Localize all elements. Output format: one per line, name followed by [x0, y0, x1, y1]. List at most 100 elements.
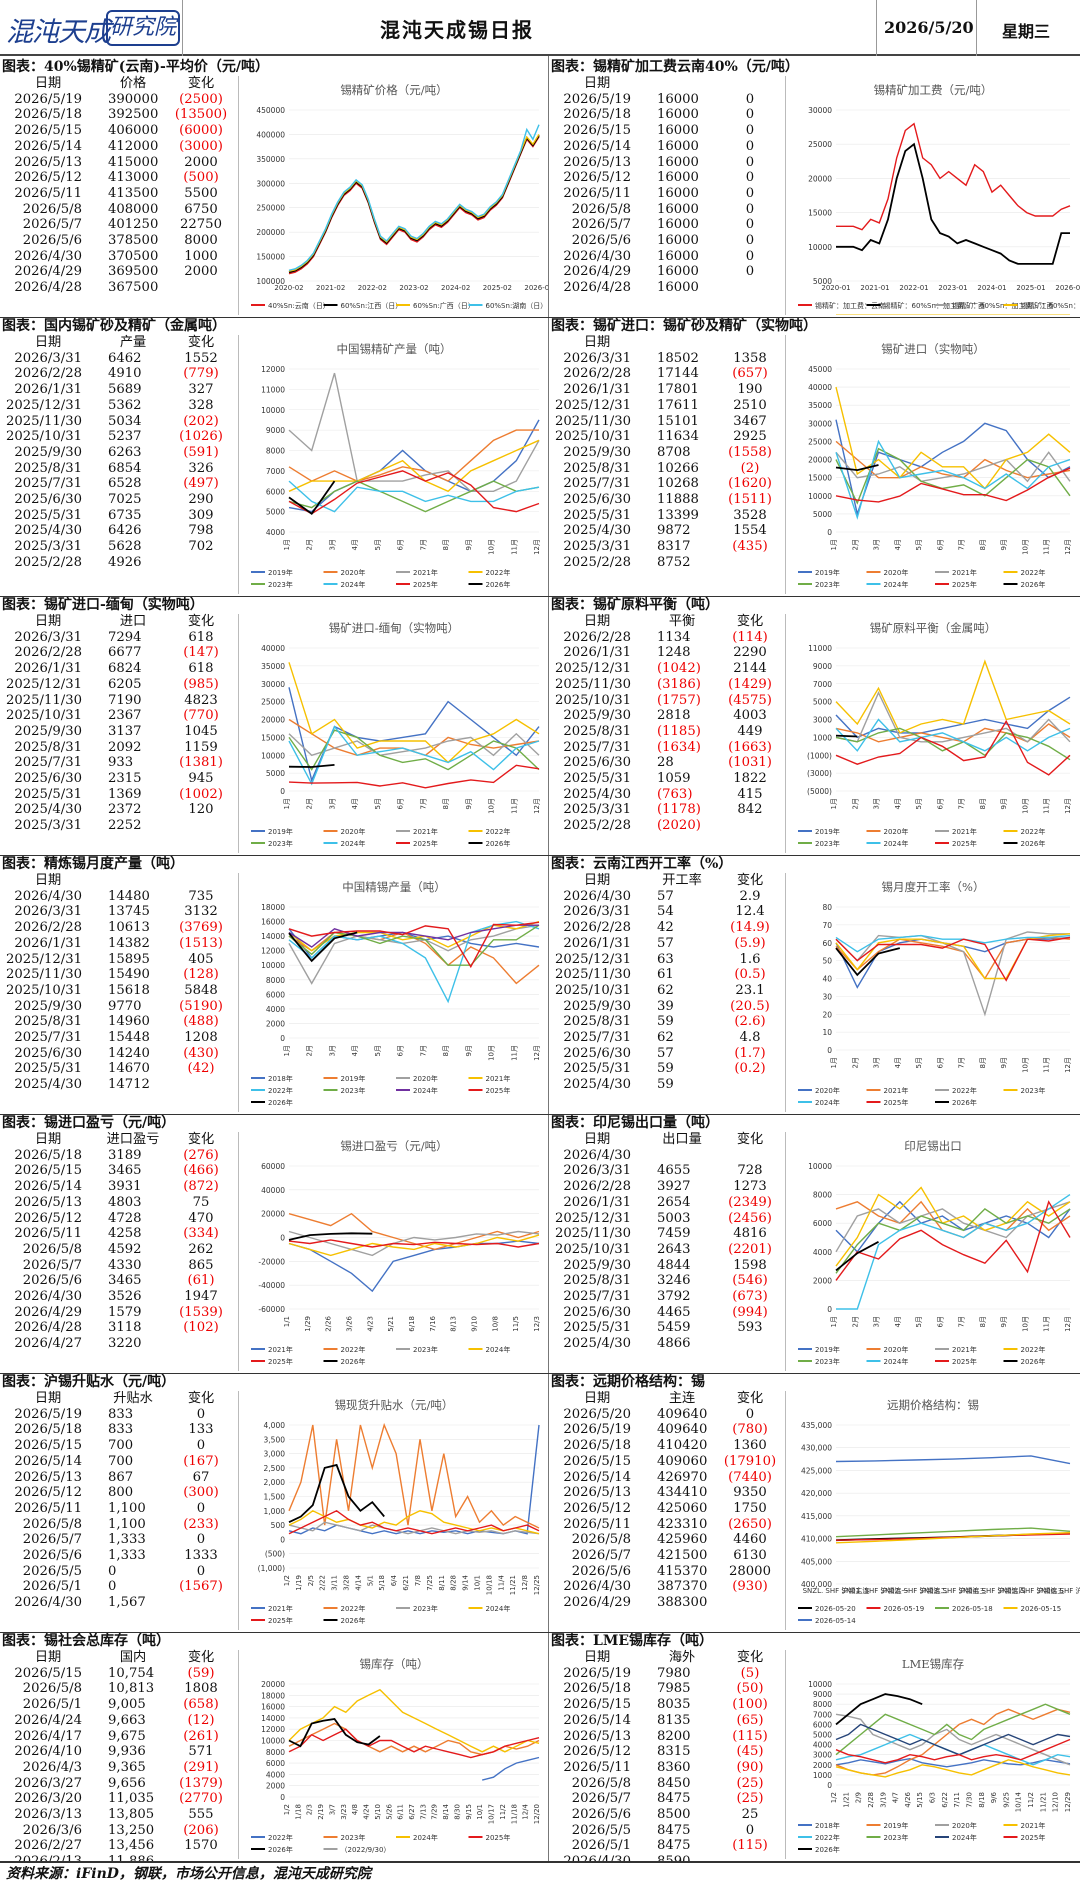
- x-tick-label: 5/21: [387, 1316, 395, 1332]
- x-tick-label: 3月: [873, 798, 881, 809]
- y-tick-label: 15000: [808, 474, 832, 483]
- table-row: 2026/3/31 18502 1358: [549, 351, 781, 367]
- value-cell: 426970: [657, 1469, 708, 1485]
- value-cell: 2290: [733, 645, 767, 661]
- series-line: [288, 124, 540, 271]
- value-cell: 5459: [657, 1320, 691, 1336]
- y-tick-label: 14000: [261, 1714, 285, 1723]
- value-cell: (1539): [179, 1304, 223, 1320]
- value-cell: 9,663: [108, 1712, 146, 1728]
- legend-label: 60%Sn:广西（日）: [413, 301, 475, 310]
- legend-label: 2023年: [884, 1833, 909, 1842]
- date-cell: 2026/4/30: [14, 1595, 82, 1611]
- x-tick-label: 10/1: [473, 1575, 481, 1591]
- value-cell: 1333: [184, 1548, 218, 1564]
- value-cell: 7459: [657, 1226, 691, 1242]
- x-tick-label: 7月: [419, 798, 427, 809]
- value-cell: (90): [736, 1759, 764, 1775]
- y-tick-label: 500: [271, 1521, 286, 1530]
- date-cell: 2025/4/30: [14, 1077, 82, 1093]
- y-tick-label: 16000: [261, 918, 285, 927]
- value-cell: (7440): [728, 1469, 772, 1485]
- value-cell: (1379): [179, 1775, 223, 1791]
- x-tick-label: 10月: [488, 1045, 496, 1061]
- date-cell: 2026/4/29: [563, 1595, 631, 1611]
- table-row: 2025/11/30 15490 (128): [0, 967, 232, 983]
- series-line: [835, 439, 1071, 520]
- chart-panel: 图表：精炼锡月度产量（吨） 日期 2026/4/30 14480 735 2026/3/3…: [0, 855, 548, 1114]
- x-tick-label: 1月: [283, 798, 291, 809]
- date-cell: 2025/11/30: [5, 692, 82, 708]
- y-tick-label: 35000: [808, 401, 832, 410]
- legend-label: 2024年: [884, 1357, 909, 1366]
- value-cell: [719, 818, 781, 834]
- table-row: 2025/4/30 (763) 415: [549, 787, 781, 803]
- x-tick-label: 9月: [1000, 539, 1008, 550]
- value-cell: 290: [188, 492, 214, 508]
- date-cell: 2026/2/28: [14, 366, 82, 382]
- series-line: [835, 1693, 923, 1726]
- value-cell: 2367: [108, 708, 142, 724]
- table-row: 2026/5/6 415370 28000: [549, 1564, 781, 1580]
- table-row: 2026/5/20 409640 0: [549, 1407, 781, 1423]
- table-row: 2026/5/11 16000 0: [549, 186, 781, 202]
- value-cell: (1178): [657, 802, 701, 818]
- table-row: 2026/5/15 10,754 (59): [0, 1666, 232, 1682]
- table-row: 2026/5/13 415000 2000: [0, 155, 232, 171]
- x-tick-label: 9月: [1000, 1316, 1008, 1327]
- legend-label: 2022年: [486, 568, 511, 577]
- value-cell: (1634): [657, 739, 701, 755]
- date-cell: 2026/1/31: [563, 1194, 631, 1210]
- table-row: 2026/5/1 0 (1567): [0, 1579, 232, 1595]
- series-line: [288, 480, 336, 515]
- data-table: 日期 开工率 变化 2026/4/30 57 2.9 2026/3/31 54 12.4 2026…: [549, 873, 781, 1093]
- table-header-row: 日期 海外 变化: [549, 1650, 781, 1666]
- y-tick-label: 415,000: [801, 1512, 832, 1521]
- x-tick-label: 10/18: [485, 1575, 493, 1595]
- value-cell: 15618: [108, 982, 150, 998]
- value-cell: 1947: [184, 1289, 218, 1305]
- date-cell: 2025/5/31: [14, 1061, 82, 1077]
- date-cell: 2026/5/14: [563, 1712, 631, 1728]
- date-cell: 2026/5/11: [563, 185, 631, 201]
- date-cell: 2026/4/30: [563, 1579, 631, 1595]
- x-tick-label: 1/21: [842, 1792, 850, 1808]
- chart-panel: 图表：LME锡库存（吨） 日期 海外 变化 2026/5/19 7980 (5) 2026/5…: [549, 1632, 1080, 1861]
- legend-label: 锡精矿：加工费：云南: [815, 301, 885, 310]
- x-tick-label: 2/22: [319, 1575, 327, 1591]
- y-tick-label: 1,000: [264, 1507, 286, 1516]
- x-tick-label: 7/30: [965, 1792, 973, 1808]
- value-cell: 2315: [108, 771, 142, 787]
- legend-label: 2020年: [815, 1086, 840, 1095]
- y-tick-label: 8000: [813, 1191, 832, 1200]
- legend-label: 2026年: [952, 1098, 977, 1107]
- table-row: 2025/6/30 2315 945: [0, 771, 232, 787]
- x-tick-label: 5/1: [366, 1575, 374, 1586]
- x-tick-label: 10/14: [1015, 1791, 1023, 1812]
- date-cell: 2026/5/8: [571, 1532, 631, 1548]
- value-cell: 7985: [657, 1681, 691, 1697]
- legend-label: 2018年: [815, 1821, 840, 1830]
- date-cell: 2026/1/31: [563, 382, 631, 398]
- table-row: 2025/7/31 3792 (673): [549, 1289, 781, 1305]
- panel-title: 图表：国内锡矿砂及精矿（金属吨）: [2, 318, 226, 334]
- panel-title: 图表：印尼锡出口量（吨）: [551, 1115, 719, 1131]
- y-tick-label: 20000: [261, 1210, 285, 1219]
- table-row: 2025/9/30 2818 4003: [549, 708, 781, 724]
- value-cell: 833: [108, 1422, 134, 1438]
- value-cell: 409640: [657, 1406, 708, 1422]
- data-table: 日期 产量 变化 2026/3/31 6462 1552 2026/2/28 4910 (779…: [0, 335, 232, 571]
- x-tick-label: 2023-01: [938, 284, 967, 292]
- table-row: 2026/2/28 42 (14.9): [549, 920, 781, 936]
- value-cell: 8475: [657, 1822, 691, 1838]
- value-cell: (100): [732, 1697, 768, 1713]
- date-cell: 2025/5/31: [563, 1320, 631, 1336]
- date-cell: 2025/6/30: [563, 492, 631, 508]
- value-cell: 735: [188, 888, 214, 904]
- value-cell: 423310: [657, 1516, 708, 1532]
- table-row: 2026/5/13 434410 9350: [549, 1485, 781, 1501]
- series-line: [835, 727, 1071, 761]
- value-cell: (1031): [728, 755, 772, 771]
- report-header: 混沌天成 研究院 混沌天成锡日报 2026/5/20 星期三: [0, 0, 1080, 56]
- x-tick-label: 3月: [873, 1057, 881, 1068]
